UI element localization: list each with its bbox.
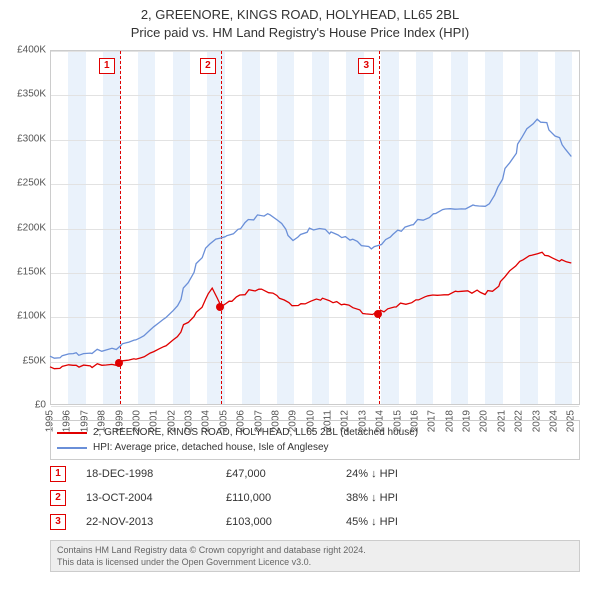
transaction-date: 13-OCT-2004 (86, 492, 226, 504)
legend-row-hpi: HPI: Average price, detached house, Isle… (57, 440, 573, 455)
event-marker-box: 3 (358, 58, 374, 74)
transaction-date: 18-DEC-1998 (86, 468, 226, 480)
event-dot (115, 359, 123, 367)
y-axis-label: £200K (0, 222, 46, 233)
event-marker-box: 2 (200, 58, 216, 74)
transaction-price: £103,000 (226, 516, 346, 528)
transaction-marker: 2 (50, 490, 66, 506)
transaction-marker: 1 (50, 466, 66, 482)
series-line-property (50, 252, 571, 369)
footer-line-1: Contains HM Land Registry data © Crown c… (57, 544, 573, 556)
y-axis-label: £250K (0, 178, 46, 189)
event-dot (216, 303, 224, 311)
transaction-marker: 3 (50, 514, 66, 530)
title-line-1: 2, GREENORE, KINGS ROAD, HOLYHEAD, LL65 … (0, 6, 600, 24)
transaction-price: £47,000 (226, 468, 346, 480)
footer-line-2: This data is licensed under the Open Gov… (57, 556, 573, 568)
plot-area: £0£50K£100K£150K£200K£250K£300K£350K£400… (50, 50, 580, 405)
series-line-hpi (50, 119, 571, 358)
legend-swatch-property (57, 432, 87, 434)
transaction-pct: 45% ↓ HPI (346, 516, 486, 528)
chart-title-block: 2, GREENORE, KINGS ROAD, HOLYHEAD, LL65 … (0, 0, 600, 42)
legend-row-property: 2, GREENORE, KINGS ROAD, HOLYHEAD, LL65 … (57, 425, 573, 440)
y-axis-label: £0 (0, 400, 46, 411)
y-axis-label: £100K (0, 311, 46, 322)
legend-label-property: 2, GREENORE, KINGS ROAD, HOLYHEAD, LL65 … (93, 427, 418, 438)
transaction-price: £110,000 (226, 492, 346, 504)
y-axis-label: £350K (0, 89, 46, 100)
transaction-pct: 38% ↓ HPI (346, 492, 486, 504)
y-axis-label: £150K (0, 266, 46, 277)
gridline-h (51, 406, 579, 407)
transaction-row: 3 22-NOV-2013£103,00045% ↓ HPI (50, 510, 580, 534)
transaction-date: 22-NOV-2013 (86, 516, 226, 528)
event-dot (374, 310, 382, 318)
legend-swatch-hpi (57, 447, 87, 449)
line-chart-svg (50, 50, 580, 405)
y-axis-label: £400K (0, 45, 46, 56)
title-line-2: Price paid vs. HM Land Registry's House … (0, 24, 600, 42)
event-marker-box: 1 (99, 58, 115, 74)
y-axis-label: £50K (0, 355, 46, 366)
transaction-row: 2 13-OCT-2004£110,00038% ↓ HPI (50, 486, 580, 510)
y-axis-label: £300K (0, 133, 46, 144)
attribution-footer: Contains HM Land Registry data © Crown c… (50, 540, 580, 572)
transaction-pct: 24% ↓ HPI (346, 468, 486, 480)
transaction-row: 1 18-DEC-1998£47,00024% ↓ HPI (50, 462, 580, 486)
legend-label-hpi: HPI: Average price, detached house, Isle… (93, 442, 329, 453)
legend: 2, GREENORE, KINGS ROAD, HOLYHEAD, LL65 … (50, 420, 580, 460)
transactions-table: 1 18-DEC-1998£47,00024% ↓ HPI 2 13-OCT-2004… (50, 462, 580, 534)
